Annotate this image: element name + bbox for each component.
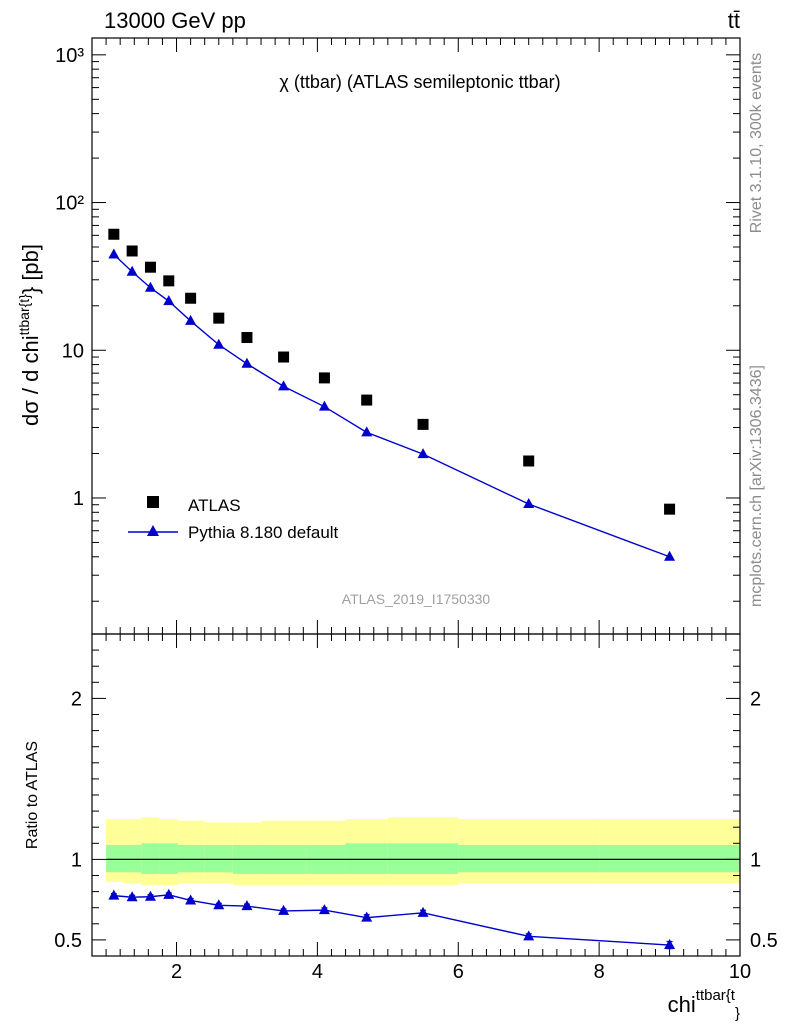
analysis-watermark: ATLAS_2019_I1750330 bbox=[342, 591, 491, 607]
ratio-y-tick-label-right: 0.5 bbox=[750, 930, 778, 952]
atlas-point bbox=[241, 332, 253, 344]
main-y-tick-label: 1 bbox=[73, 488, 84, 510]
inner-band-segment bbox=[106, 844, 123, 873]
pythia-point bbox=[241, 357, 253, 368]
ratio-x-tick-label: 4 bbox=[312, 961, 323, 983]
ratio-pythia-point bbox=[185, 894, 197, 905]
inner-band-segment bbox=[204, 844, 233, 873]
main-panel: χ (ttbar) (ATLAS semileptonic ttbar) 1 10… bbox=[16, 37, 741, 635]
ratio-x-tick-label: 10 bbox=[729, 961, 751, 983]
main-frame bbox=[91, 37, 741, 635]
legend-atlas-marker bbox=[147, 496, 159, 508]
ratio-pythia-point bbox=[108, 889, 120, 900]
legend-pythia-label: Pythia 8.180 default bbox=[188, 523, 339, 542]
xlabel-sup: ttbar{t bbox=[696, 987, 736, 1004]
ratio-pythia-point bbox=[664, 939, 676, 950]
pythia-point bbox=[417, 448, 429, 459]
ratio-pythia-point bbox=[318, 904, 330, 915]
main-ylabel-text: dσ / d chittbar{t}} [pb] bbox=[16, 244, 43, 426]
inner-band-segment bbox=[122, 844, 142, 873]
ratio-uncertainty-bands bbox=[106, 817, 740, 886]
inner-band-segment bbox=[458, 844, 600, 873]
atlas-point bbox=[108, 228, 120, 240]
ratio-pythia-point bbox=[126, 891, 138, 902]
ratio-y-tick-label-right: 2 bbox=[750, 688, 761, 710]
mcplots-label: mcplots.cern.ch [arXiv:1306.3436] bbox=[748, 365, 765, 607]
legend-pythia-marker bbox=[147, 525, 159, 536]
pythia-point bbox=[318, 400, 330, 411]
inner-band-segment bbox=[177, 844, 205, 873]
ratio-axis-ticks: 2 4 6 8 10 0.5 0.5 1 1 2 2 bbox=[54, 633, 778, 983]
ylabel-part-2: } [pb] bbox=[18, 244, 43, 294]
ratio-pythia-point bbox=[361, 911, 373, 922]
inner-band-segment bbox=[159, 843, 178, 874]
pythia-point bbox=[361, 426, 373, 437]
atlas-point bbox=[361, 394, 373, 406]
main-data-series bbox=[108, 228, 676, 561]
ratio-pythia-line bbox=[113, 894, 670, 946]
ratio-ylabel: Ratio to ATLAS bbox=[24, 741, 41, 849]
xlabel-sub: } bbox=[735, 1005, 740, 1022]
atlas-point bbox=[664, 503, 676, 515]
main-y-tick-label: 10³ bbox=[55, 45, 84, 67]
pythia-point bbox=[108, 248, 120, 259]
plot-title: χ (ttbar) (ATLAS semileptonic ttbar) bbox=[279, 72, 560, 92]
ratio-pythia-point bbox=[163, 888, 175, 899]
inner-band-segment bbox=[345, 843, 388, 874]
ratio-pythia-point bbox=[144, 890, 156, 901]
atlas-point bbox=[163, 275, 175, 287]
pythia-point bbox=[213, 338, 225, 349]
main-y-tick-label: 10² bbox=[55, 193, 84, 215]
ratio-data-series bbox=[108, 888, 676, 950]
header-process-label: tt̄ bbox=[728, 8, 740, 33]
inner-band-segment bbox=[599, 844, 740, 873]
legend-atlas-label: ATLAS bbox=[188, 496, 241, 515]
ratio-pythia-point bbox=[417, 906, 429, 917]
atlas-point bbox=[278, 351, 290, 363]
atlas-point bbox=[144, 261, 156, 273]
pythia-point bbox=[523, 498, 535, 509]
pythia-point bbox=[185, 314, 197, 325]
ratio-y-tick-label: 2 bbox=[71, 688, 82, 710]
ratio-x-tick-label: 2 bbox=[171, 961, 182, 983]
ratio-frame bbox=[91, 633, 741, 957]
ratio-x-tick-label: 8 bbox=[594, 961, 605, 983]
main-y-tick-label: 10 bbox=[62, 340, 84, 362]
legend: ATLAS Pythia 8.180 default bbox=[128, 496, 339, 542]
ratio-y-tick-label-right: 1 bbox=[750, 849, 761, 871]
pythia-point bbox=[163, 295, 175, 306]
pythia-point bbox=[144, 281, 156, 292]
ylabel-part-1: dσ / d chi bbox=[18, 335, 43, 426]
ratio-pythia-point bbox=[523, 930, 535, 941]
main-ylabel: dσ / d chittbar{t}} [pb] bbox=[16, 244, 43, 426]
header-energy-label: 13000 GeV pp bbox=[104, 8, 246, 33]
ratio-pythia-point bbox=[213, 899, 225, 910]
pythia-point bbox=[664, 550, 676, 561]
ratio-y-tick-label: 0.5 bbox=[54, 930, 82, 952]
ratio-xlabel: chittbar{t} bbox=[668, 987, 740, 1022]
pythia-point bbox=[278, 380, 290, 391]
xlabel-part-1: chi bbox=[668, 992, 696, 1017]
ratio-pythia-point bbox=[278, 904, 290, 915]
atlas-point bbox=[523, 455, 535, 467]
atlas-point bbox=[213, 312, 225, 324]
rivet-version-label: Rivet 3.1.10, 300k events bbox=[748, 53, 765, 234]
ratio-pythia-point bbox=[241, 900, 253, 911]
atlas-point bbox=[318, 372, 330, 384]
atlas-point bbox=[185, 292, 197, 304]
ylabel-sup: ttbar{t} bbox=[16, 294, 32, 336]
ratio-y-tick-label: 1 bbox=[71, 849, 82, 871]
inner-band-segment bbox=[387, 843, 459, 874]
ratio-x-tick-label: 6 bbox=[453, 961, 464, 983]
atlas-point bbox=[126, 245, 138, 257]
atlas-point bbox=[417, 418, 429, 430]
inner-band-segment bbox=[141, 843, 160, 874]
pythia-point bbox=[126, 265, 138, 276]
ratio-panel: 2 4 6 8 10 0.5 0.5 1 1 2 2 Ratio to ATLAS chittbar… bbox=[24, 633, 778, 1022]
